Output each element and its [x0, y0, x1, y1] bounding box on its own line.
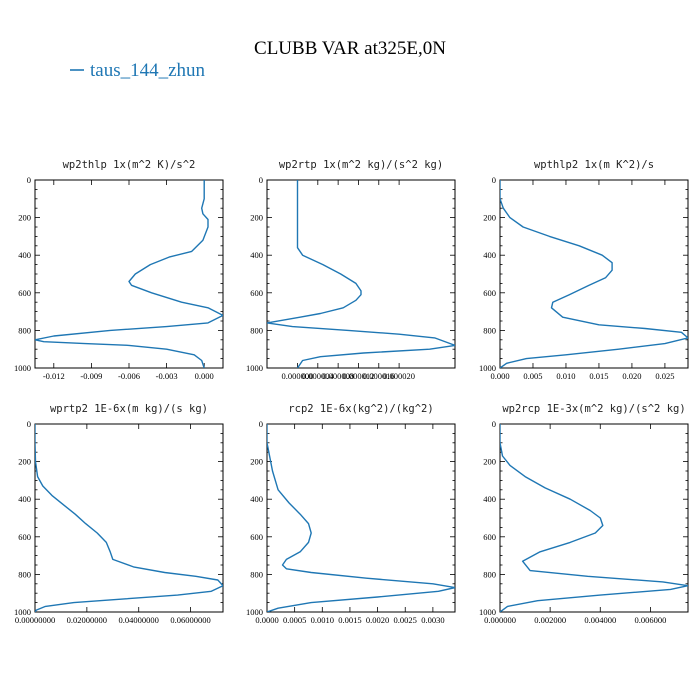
- x-tick-label: 0.000: [490, 371, 509, 381]
- x-tick-label: 0.000: [195, 371, 214, 381]
- y-tick-label: 600: [483, 532, 496, 542]
- y-tick-label: 400: [483, 250, 496, 260]
- y-tick-label: 0: [27, 419, 31, 429]
- figure-title: CLUBB VAR at325E,0N: [254, 38, 446, 59]
- y-tick-label: 600: [18, 288, 31, 298]
- subplot-title: rcp2 1E-6x(kg^2)/(kg^2): [288, 403, 433, 415]
- series-line: [500, 424, 688, 612]
- y-tick-label: 800: [250, 569, 263, 579]
- x-tick-label: 0.000016: [363, 371, 395, 381]
- x-tick-label: -0.009: [80, 371, 102, 381]
- y-tick-label: 1000: [14, 607, 31, 617]
- x-tick-label: 0.02000000: [67, 615, 107, 625]
- y-tick-label: 400: [483, 494, 496, 504]
- plot-frame: [499, 179, 689, 369]
- y-tick-label: 200: [483, 457, 496, 467]
- subplot-2: wp2rtp 1x(m^2 kg)/(s^2 kg) 0 200 400 600 800 1…: [246, 159, 456, 381]
- subplot-5: rcp2 1E-6x(kg^2)/(kg^2) 0 200 400 600 800 1000…: [246, 403, 456, 625]
- subplot-6: wp2rcp 1E-3x(m^2 kg)/(s^2 kg) 0 200 400 600 8…: [479, 403, 689, 625]
- y-tick-label: 800: [250, 325, 263, 335]
- x-tick-label: 0.025: [655, 371, 674, 381]
- y-tick-label: 1000: [246, 607, 263, 617]
- y-tick-label: 200: [483, 213, 496, 223]
- y-tick-label: 1000: [14, 363, 31, 373]
- x-tick-label: 0.000000: [484, 615, 516, 625]
- x-tick-label: 0.06000000: [170, 615, 210, 625]
- y-tick-label: 600: [250, 532, 263, 542]
- y-tick-label: 400: [18, 494, 31, 504]
- y-tick-label: 600: [483, 288, 496, 298]
- series-line: [35, 424, 223, 612]
- x-tick-label: 0.0005: [283, 615, 306, 625]
- y-tick-label: 800: [18, 569, 31, 579]
- plot-frame: [266, 179, 456, 369]
- subplot-3: wpthlp2 1x(m K^2)/s020040060080010000.00…: [479, 159, 689, 381]
- x-tick-label: -0.012: [43, 371, 65, 381]
- plot-frame: [34, 423, 224, 613]
- y-tick-label: 800: [483, 569, 496, 579]
- x-tick-label: 0.000020: [383, 371, 415, 381]
- subplot-grid: wp2thlp 1x(m^2 K)/s^2 0 200 400 600 800 1000 -0…: [14, 159, 689, 625]
- y-tick-label: 400: [250, 250, 263, 260]
- x-tick-label: 0.0000: [255, 615, 278, 625]
- y-tick-label: 0: [259, 175, 263, 185]
- subplot-title: wprtp2 1E-6x(m kg)/(s kg): [50, 403, 208, 415]
- x-tick-label: 0.0010: [311, 615, 334, 625]
- y-tick-label: 600: [250, 288, 263, 298]
- subplot-title: wp2thlp 1x(m^2 K)/s^2: [63, 159, 196, 171]
- x-tick-label: -0.006: [118, 371, 140, 381]
- x-tick-label: 0.000008: [322, 371, 354, 381]
- y-tick-label: 0: [492, 419, 496, 429]
- x-tick-label: 0.000000: [282, 371, 314, 381]
- y-tick-label: 200: [250, 457, 263, 467]
- y-tick-label: 200: [18, 213, 31, 223]
- x-tick-label: 0.002000: [534, 615, 566, 625]
- y-tick-label: 200: [18, 457, 31, 467]
- x-tick-label: 0.010: [556, 371, 575, 381]
- y-tick-label: 800: [18, 325, 31, 335]
- y-tick-label: 400: [250, 494, 263, 504]
- y-tick-label: 0: [492, 175, 496, 185]
- y-tick-label: 200: [250, 213, 263, 223]
- y-tick-label: 400: [18, 250, 31, 260]
- series-line: [267, 424, 455, 612]
- x-tick-label: 0.000004: [302, 371, 335, 381]
- x-tick-label: 0.00000000: [15, 615, 55, 625]
- x-tick-label: 0.000012: [343, 371, 375, 381]
- legend-label: taus_144_zhun: [90, 60, 206, 81]
- y-tick-label: 0: [27, 175, 31, 185]
- subplot-title: wpthlp2 1x(m K^2)/s: [534, 159, 654, 171]
- plot-frame: [499, 423, 689, 613]
- x-tick-label: -0.003: [156, 371, 178, 381]
- x-tick-label: 0.015: [589, 371, 608, 381]
- series-line: [35, 180, 223, 368]
- x-tick-label: 0.006000: [634, 615, 666, 625]
- y-tick-label: 600: [18, 532, 31, 542]
- x-tick-label: 0.04000000: [119, 615, 159, 625]
- y-tick-label: 800: [483, 325, 496, 335]
- series-line: [500, 180, 688, 368]
- series-line: [267, 180, 455, 368]
- x-tick-label: 0.0030: [421, 615, 444, 625]
- subplot-title: wp2rcp 1E-3x(m^2 kg)/(s^2 kg): [502, 403, 685, 415]
- x-tick-label: 0.004000: [584, 615, 616, 625]
- subplot-title: wp2rtp 1x(m^2 kg)/(s^2 kg): [279, 159, 443, 171]
- subplot-4: wprtp2 1E-6x(m kg)/(s kg) 0 200 400 600 800 10…: [14, 403, 224, 625]
- x-tick-label: 0.0025: [394, 615, 417, 625]
- y-tick-label: 1000: [479, 363, 496, 373]
- x-tick-label: 0.0020: [366, 615, 389, 625]
- x-tick-label: 0.005: [523, 371, 542, 381]
- y-tick-label: 1000: [479, 607, 496, 617]
- x-tick-label: 0.0015: [338, 615, 361, 625]
- plot-frame: [34, 179, 224, 369]
- subplot-1: wp2thlp 1x(m^2 K)/s^2 0 200 400 600 800 1000 -0…: [14, 159, 224, 381]
- y-tick-label: 1000: [246, 363, 263, 373]
- x-tick-label: 0.020: [622, 371, 641, 381]
- y-tick-label: 0: [259, 419, 263, 429]
